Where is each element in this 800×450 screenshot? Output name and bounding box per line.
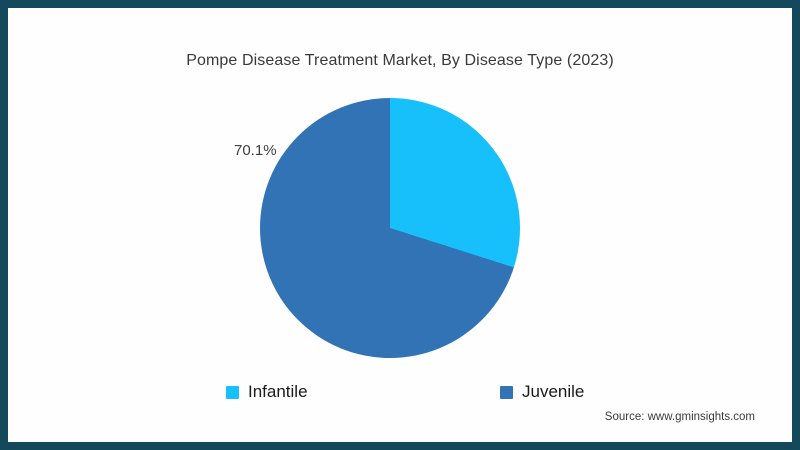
source-attribution: Source: www.gminsights.com [604,411,755,423]
juvenile-swatch-icon [500,385,513,399]
legend-label-juvenile: Juvenile [522,382,585,401]
juvenile-percentage-label: 70.1% [234,142,277,159]
chart-title: Pompe Disease Treatment Market, By Disea… [186,52,614,69]
legend-item-juvenile: Juvenile [500,382,584,402]
legend-item-infantile: Infantile [226,382,308,402]
infantile-swatch-icon [226,385,239,399]
pie-chart [260,98,520,358]
legend-label-infantile: Infantile [248,382,308,401]
